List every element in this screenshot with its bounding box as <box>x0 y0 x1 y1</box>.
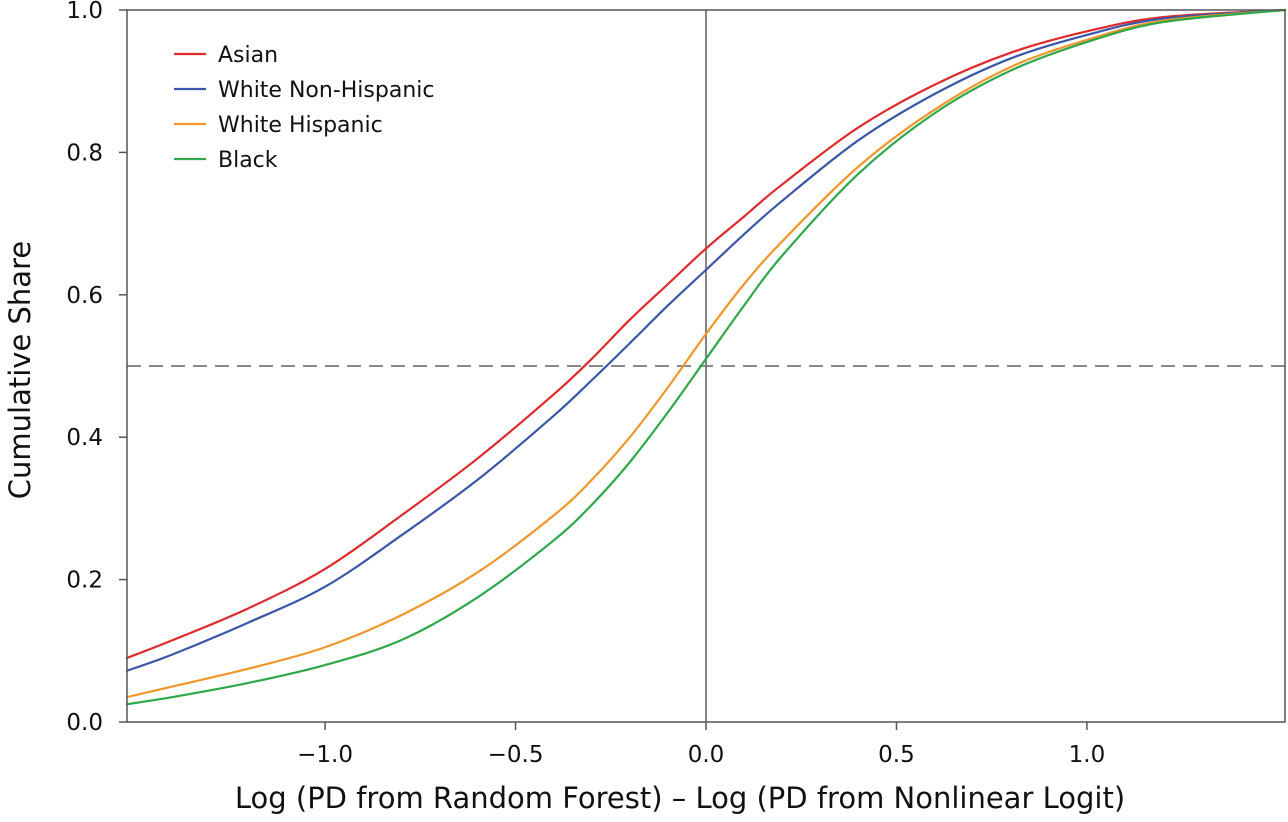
series-line-white-hispanic <box>125 8 1287 699</box>
legend-label-asian: Asian <box>218 43 278 68</box>
y-tick-label: 0.2 <box>66 568 103 594</box>
x-tick-label: −0.5 <box>488 742 544 768</box>
y-tick-label: 0.4 <box>66 425 103 451</box>
x-axis-title: Log (PD from Random Forest) – Log (PD fr… <box>235 781 1125 815</box>
legend: Asian White Non-Hispanic White Hispanic Bla… <box>174 43 434 173</box>
x-tick-label: 1.0 <box>1069 742 1106 768</box>
series-line-asian <box>125 8 1287 660</box>
legend-label-black: Black <box>218 148 278 173</box>
y-tick-label: 0.8 <box>66 140 103 166</box>
y-tick-label: 0.6 <box>66 283 103 309</box>
series-line-black <box>125 8 1287 706</box>
y-tick-label: 1.0 <box>66 0 103 24</box>
y-tick-label: 0.0 <box>66 710 103 736</box>
y-axis-title: Cumulative Share <box>3 241 37 499</box>
x-tick-label: −1.0 <box>297 742 353 768</box>
x-tick-label: 0.5 <box>878 742 915 768</box>
legend-label-white-non-hispanic: White Non-Hispanic <box>218 78 434 103</box>
x-tick-label: 0.0 <box>688 742 725 768</box>
legend-label-white-hispanic: White Hispanic <box>218 113 383 138</box>
series-line-white-non-hispanic <box>125 8 1287 672</box>
